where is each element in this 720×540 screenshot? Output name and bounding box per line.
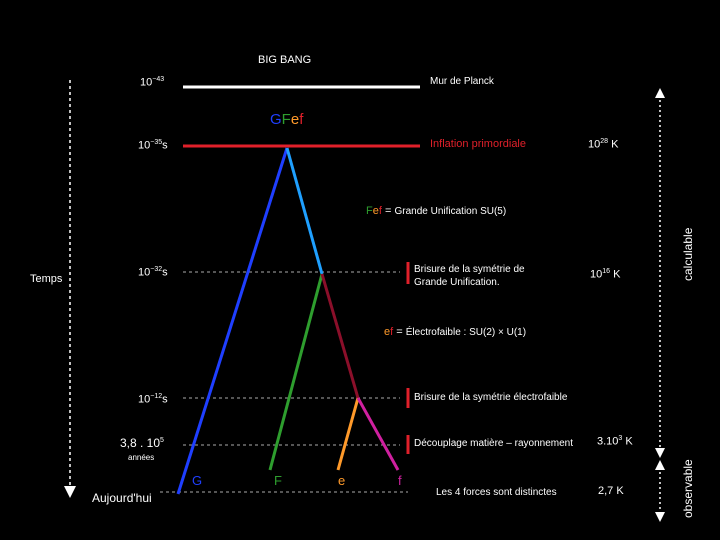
gut-break-line1: Brisure de la symétrie de — [414, 264, 525, 275]
force-e-label: e — [338, 473, 346, 488]
gut-time: 10−32s — [138, 266, 168, 279]
inflation-temp: 1028 K — [588, 138, 619, 151]
force-f2-label: f — [398, 473, 402, 488]
diagram-title: BIG BANG — [258, 54, 312, 66]
f2-branch — [356, 397, 400, 471]
temps-label: Temps — [30, 273, 63, 285]
inflation-label: Inflation primordiale — [430, 138, 526, 150]
decoupling-label: Découplage matière – rayonnement — [414, 438, 573, 449]
g-branch — [176, 147, 289, 495]
force-g-label: G — [192, 473, 203, 488]
gfef-label: GFef — [270, 111, 304, 128]
decoupling-years: années — [128, 453, 155, 462]
today-temp: 2,7 K — [598, 485, 624, 497]
inflation-time: 10−35s — [138, 139, 168, 152]
decoupling-time: 3,8 . 105 — [120, 436, 164, 450]
today-time: Aujourd'hui — [92, 491, 152, 505]
e-branch — [336, 397, 360, 471]
f1-branch — [268, 273, 324, 471]
ew-break-label: Brisure de la symétrie électrofaible — [414, 392, 568, 403]
calculable-label: calculable — [681, 227, 695, 281]
gut-temp: 1016 K — [590, 268, 621, 281]
gut-break-line2: Grande Unification. — [414, 277, 500, 288]
ef-branch — [320, 273, 360, 399]
decoupling-temp: 3.103 K — [597, 435, 633, 448]
force-f1-label: F — [274, 473, 282, 488]
ef-equation: ef = Électrofaible : SU(2) × U(1) — [384, 326, 527, 338]
fef-equation: Fef = Grande Unification SU(5) — [366, 205, 507, 217]
fef-branch — [285, 147, 324, 275]
observable-label: observable — [681, 459, 695, 518]
ew-time: 10−12s — [138, 393, 168, 406]
planck-label: Mur de Planck — [430, 76, 494, 87]
today-label: Les 4 forces sont distinctes — [436, 487, 557, 498]
planck-time: 10−43 — [140, 76, 165, 89]
